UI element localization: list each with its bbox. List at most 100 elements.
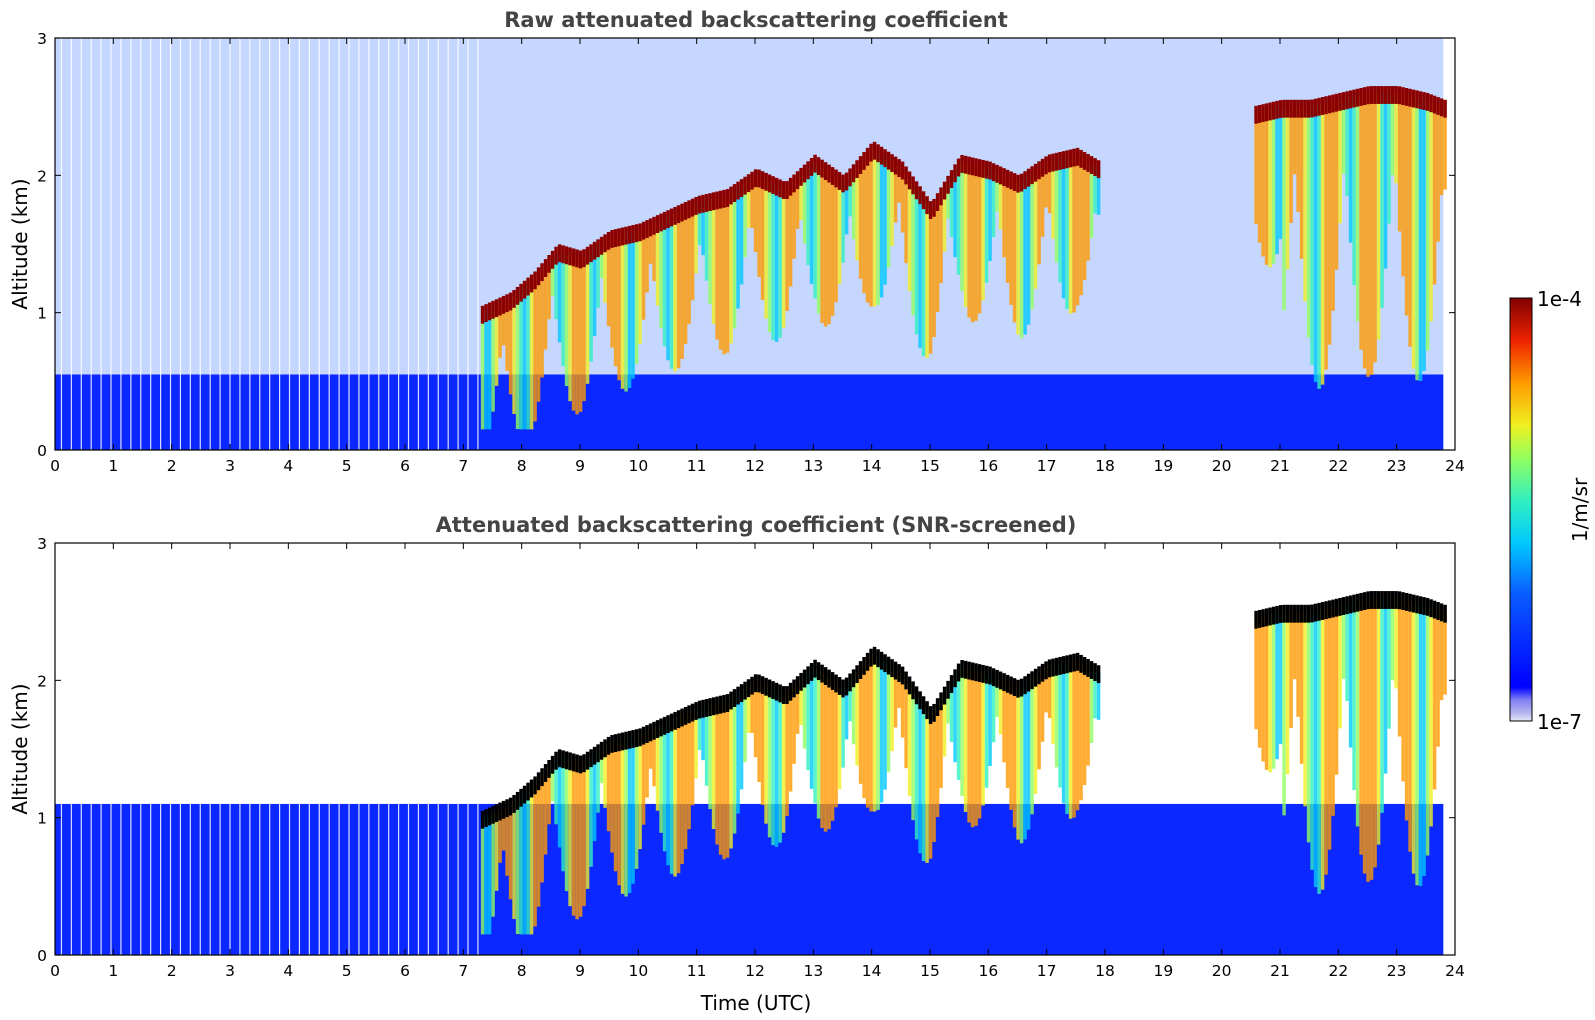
cloud-column [876,151,880,305]
cloud-column [1023,178,1027,335]
cloud-base [1079,654,1083,673]
x-tick-label: 11 [687,962,707,980]
cloud-column [1058,663,1062,788]
cloud-base [795,171,800,190]
dropout-stripe [398,38,400,450]
cloud-base [750,676,754,695]
dropout-stripe [179,543,182,955]
cloud-column [648,730,653,769]
cloud-base [1016,679,1020,698]
cloud-base [963,155,968,174]
cloud-base [1030,671,1034,690]
cloud-base [652,721,656,740]
cloud-column [683,208,688,345]
cloud-column [1359,94,1363,350]
dropout-stripe [398,543,400,955]
cloud-base [953,164,957,183]
cloud-base [624,226,628,245]
cloud-base [760,171,765,190]
cloud-column [1345,603,1349,701]
dropout-stripe [160,543,162,955]
cloud-column [750,178,754,228]
cloud-column [995,676,999,717]
cloud-base [764,172,768,191]
cloud-column [1254,112,1258,225]
cloud-base [1432,600,1437,619]
dropout-stripe [279,543,281,955]
cloud-base [1068,149,1073,168]
cloud-base [1068,654,1073,673]
cloud-column [1362,94,1367,369]
cloud-column [750,683,754,733]
cloud-column [998,173,1003,230]
cloud-column [487,814,492,935]
cloud-base [932,703,936,722]
cloud-base [1359,87,1363,106]
x-tick-label: 9 [575,457,585,475]
cloud-base [1037,161,1041,180]
cloud-column [932,205,936,338]
cloud-column [837,178,842,285]
cloud-base [820,664,824,683]
cloud-base [921,191,926,210]
cloud-column [841,181,845,263]
cloud-column [963,162,968,308]
cloud-base [1331,599,1335,618]
cloud-column [1040,165,1045,237]
cloud-base [1065,150,1069,169]
cloud-base [851,669,856,688]
cloud-base [627,225,632,244]
cloud-base [900,666,905,685]
cloud-base [1418,91,1423,110]
cloud-column [1376,92,1381,340]
cloud-column [1348,97,1353,243]
cloud-column [1072,660,1076,818]
cloud-base [519,283,523,302]
cloud-column [508,804,513,900]
cloud-base [865,652,870,671]
cloud-column [1432,607,1437,790]
cloud-column [484,816,488,935]
cloud-base [1047,659,1052,678]
cloud-column [508,299,513,395]
cloud-base [533,271,537,290]
cloud-base [1439,98,1444,117]
cloud-column [925,203,929,358]
cloud-base [508,292,513,311]
cloud-column [666,217,670,361]
cloud-base [988,666,992,685]
cloud-column [921,703,926,862]
cloud-base [550,755,555,774]
cloud-base [571,753,576,772]
cloud-column [984,672,989,788]
cloud-base [603,234,607,253]
cloud-base [872,646,877,665]
cloud-column [519,290,523,430]
cloud-column [911,688,915,821]
y-tick-label: 1 [37,305,47,323]
cloud-column [788,184,793,287]
cloud-base [1019,173,1024,192]
dropout-stripe [120,543,122,955]
cloud-base [624,731,628,750]
cloud-column [620,234,625,389]
cloud-column [1310,611,1314,870]
cloud-base [872,141,877,160]
cloud-column [1411,601,1416,874]
cloud-base [862,656,866,675]
cloud-column [694,203,698,274]
cloud-base [844,677,849,696]
dropout-stripe [249,543,251,955]
cloud-base [491,805,495,824]
cloud-column [533,278,537,422]
cloud-base [711,697,716,716]
cloud-base [550,250,555,269]
cloud-column [1345,98,1349,196]
x-tick-label: 6 [400,457,410,475]
dropout-stripe [229,543,231,955]
cloud-base [620,227,625,246]
cloud-base [834,674,838,693]
cloud-base [893,661,898,680]
cloud-column [690,205,695,301]
cloud-column [652,223,656,282]
